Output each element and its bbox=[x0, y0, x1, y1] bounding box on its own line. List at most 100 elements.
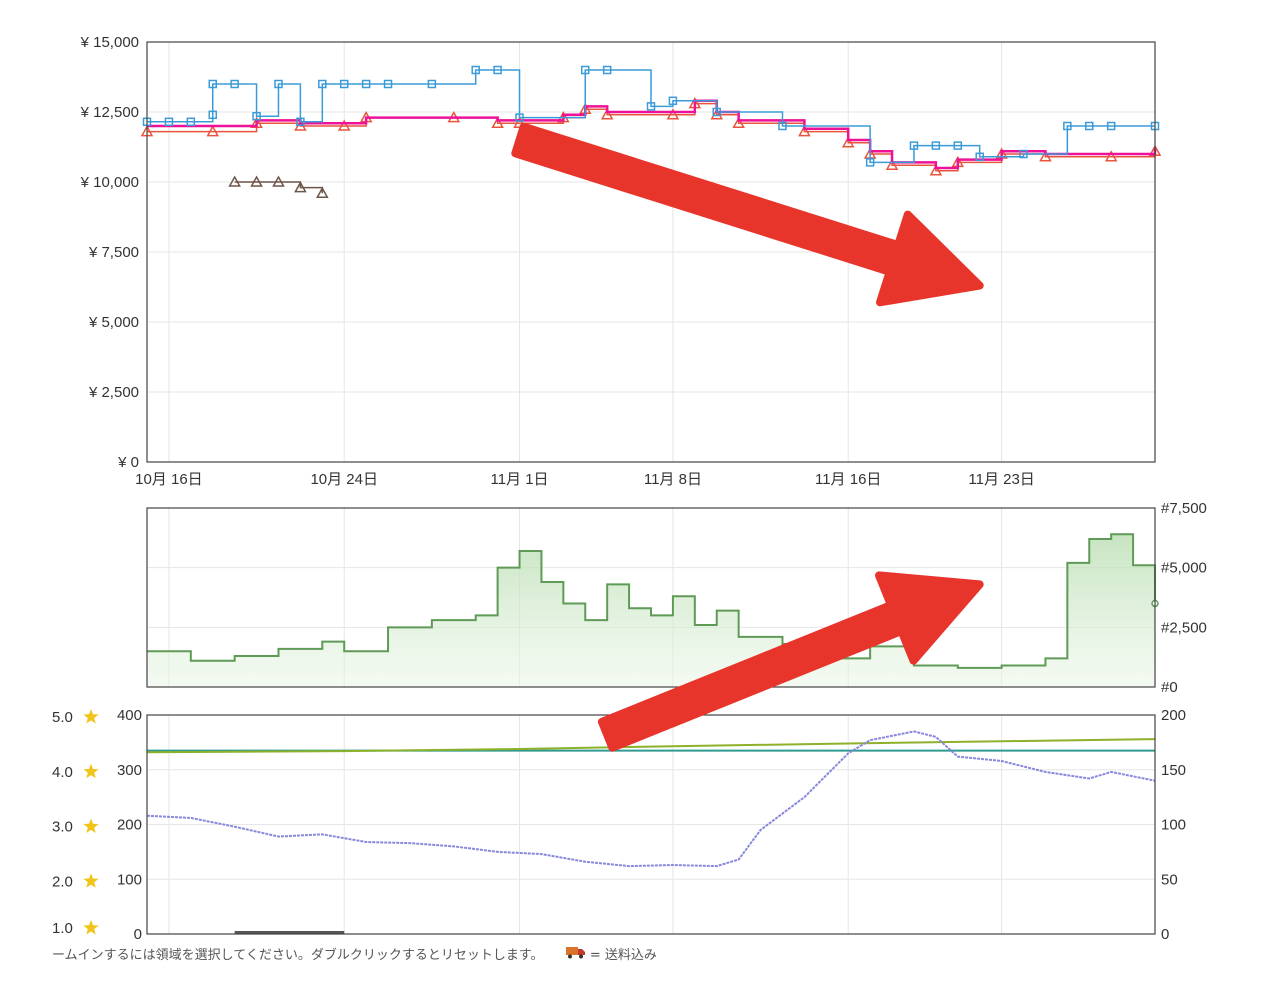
data-point-amazon_new bbox=[491, 116, 504, 128]
reviews-left-tick-label: 200 bbox=[117, 817, 142, 834]
data-point-list_price bbox=[383, 79, 393, 89]
data-point-amazon_new bbox=[929, 164, 943, 176]
chart-footer: ームインするには領域を選択してください。ダブルクリックするとリセットします。 =… bbox=[52, 944, 657, 963]
data-point-amazon_new bbox=[885, 158, 899, 170]
reviews-left-tick-label: 100 bbox=[117, 871, 142, 888]
price-y-tick-label: ¥ 7,500 bbox=[88, 244, 139, 261]
data-point-list_price bbox=[931, 141, 941, 150]
reviews-right-tick-label: 150 bbox=[1161, 762, 1186, 779]
data-point-amazon_new bbox=[206, 125, 220, 137]
rank-y-tick-label: #7,500 bbox=[1161, 500, 1207, 517]
data-point-list_price bbox=[712, 107, 721, 117]
data-point-amazon_new bbox=[710, 108, 724, 120]
price-y-tick-label: ¥ 12,500 bbox=[80, 104, 139, 121]
data-point-list_price bbox=[252, 111, 261, 121]
x-tick-label: 11月 16日 bbox=[815, 471, 881, 488]
star-icon bbox=[83, 709, 99, 724]
data-point-list_price bbox=[230, 79, 239, 89]
data-point-used bbox=[294, 181, 307, 193]
price-y-tick-label: ¥ 15,000 bbox=[80, 34, 139, 51]
shipping-included-text: = 送料込み bbox=[589, 948, 657, 963]
data-point-list_price bbox=[296, 117, 305, 127]
data-point-list_price bbox=[361, 79, 371, 89]
rating-tick-label: 5.0 bbox=[52, 709, 73, 726]
data-point-list_price bbox=[1019, 149, 1028, 159]
data-point-list_price bbox=[602, 65, 612, 75]
rank-y-tick-label: #2,500 bbox=[1161, 619, 1207, 636]
star-icon bbox=[83, 873, 99, 888]
trend-arrow-down bbox=[511, 122, 984, 307]
rating-tick-label: 4.0 bbox=[52, 764, 73, 781]
data-point-amazon_new bbox=[600, 108, 614, 120]
reviews-left-tick-label: 0 bbox=[134, 926, 142, 940]
star-icon bbox=[83, 763, 99, 779]
reviews-left-tick-label: 400 bbox=[117, 707, 142, 724]
rating-tick-label: 1.0 bbox=[52, 920, 73, 937]
data-point-amazon_new bbox=[798, 125, 811, 137]
trend-arrow-up bbox=[597, 571, 984, 752]
price-border bbox=[146, 41, 1156, 463]
zoom-hint-text: ームインするには領域を選択してください。ダブルクリックするとリセットします。 bbox=[52, 948, 544, 963]
data-point-list_price bbox=[953, 141, 963, 150]
data-point-list_price bbox=[164, 117, 174, 127]
reviews-right-tick-label: 0 bbox=[1161, 926, 1169, 940]
price-history-chart[interactable]: ¥ 0 ¥ 2,500 ¥ 5,000 ¥ 7,500 ¥ 10,000 ¥ 12,500… bbox=[0, 0, 1274, 940]
reviews-right-tick-label: 100 bbox=[1161, 817, 1186, 834]
data-point-list_price bbox=[975, 152, 984, 162]
series-line-review_count bbox=[146, 730, 1156, 868]
reviews-bottom-marker bbox=[234, 931, 345, 934]
rating-tick-label: 3.0 bbox=[52, 819, 73, 836]
data-point-used bbox=[272, 175, 285, 187]
data-point-amazon_new bbox=[1104, 150, 1118, 162]
sales-rank-panel[interactable]: #0 #2,500 #5,000 #7,500 bbox=[146, 500, 1207, 696]
x-tick-label: 11月 1日 bbox=[490, 471, 548, 488]
data-point-list_price bbox=[208, 110, 217, 120]
data-point-list_price bbox=[318, 79, 327, 89]
rating-tick-label: 2.0 bbox=[52, 873, 73, 890]
data-point-list_price bbox=[208, 79, 217, 89]
data-point-list_price bbox=[778, 121, 787, 131]
data-point-used bbox=[228, 175, 241, 187]
price-y-tick-label: ¥ 2,500 bbox=[88, 384, 139, 401]
data-point-list_price bbox=[339, 79, 349, 89]
data-point-used bbox=[316, 186, 329, 198]
data-point-list_price bbox=[865, 158, 875, 167]
data-point-list_price bbox=[274, 79, 283, 89]
price-y-tick-label: ¥ 10,000 bbox=[80, 174, 139, 191]
data-point-list_price bbox=[668, 96, 678, 106]
reviews-left-tick-label: 300 bbox=[117, 762, 142, 779]
data-point-amazon_new bbox=[732, 116, 745, 128]
price-y-tick-label: ¥ 5,000 bbox=[88, 314, 139, 331]
reviews-right-tick-label: 200 bbox=[1161, 707, 1186, 724]
data-point-list_price bbox=[186, 117, 196, 127]
rank-y-tick-label: #5,000 bbox=[1161, 560, 1207, 577]
data-point-amazon_new bbox=[1039, 150, 1052, 162]
sales-rank-line bbox=[147, 533, 1156, 669]
price-panel[interactable]: ¥ 0 ¥ 2,500 ¥ 5,000 ¥ 7,500 ¥ 10,000 ¥ 12,500… bbox=[80, 34, 1162, 488]
reviews-right-tick-label: 50 bbox=[1161, 871, 1178, 888]
data-point-list_price bbox=[515, 113, 524, 122]
data-point-amazon_new bbox=[841, 136, 855, 148]
data-point-amazon_new bbox=[337, 119, 351, 131]
star-icon bbox=[83, 920, 99, 935]
rank-border bbox=[146, 507, 1156, 688]
data-point-list_price bbox=[427, 79, 437, 89]
data-point-list_price bbox=[1106, 121, 1116, 131]
data-point-list_price bbox=[646, 102, 656, 111]
data-point-used bbox=[250, 175, 263, 187]
annotations bbox=[511, 122, 984, 752]
data-point-list_price bbox=[471, 65, 480, 75]
rank-y-tick-label: #0 bbox=[1161, 679, 1178, 696]
series-line-offer_count bbox=[146, 738, 1156, 754]
truck-icon bbox=[565, 945, 586, 963]
x-tick-label: 11月 23日 bbox=[968, 471, 1034, 488]
x-tick-label: 10月 24日 bbox=[310, 471, 378, 488]
data-point-list_price bbox=[1063, 121, 1072, 131]
x-tick-label: 10月 16日 bbox=[135, 471, 203, 488]
x-tick-label: 11月 8日 bbox=[644, 471, 702, 488]
price-y-tick-label: ¥ 0 bbox=[117, 454, 139, 471]
data-point-amazon_new bbox=[666, 108, 680, 120]
data-point-list_price bbox=[581, 65, 590, 75]
data-point-list_price bbox=[909, 141, 919, 150]
reviews-panel[interactable]: 0 100 200 300 400 1.0 2.0 3.0 4.0 5.0 0 50 100 150 200 bbox=[52, 707, 1186, 940]
